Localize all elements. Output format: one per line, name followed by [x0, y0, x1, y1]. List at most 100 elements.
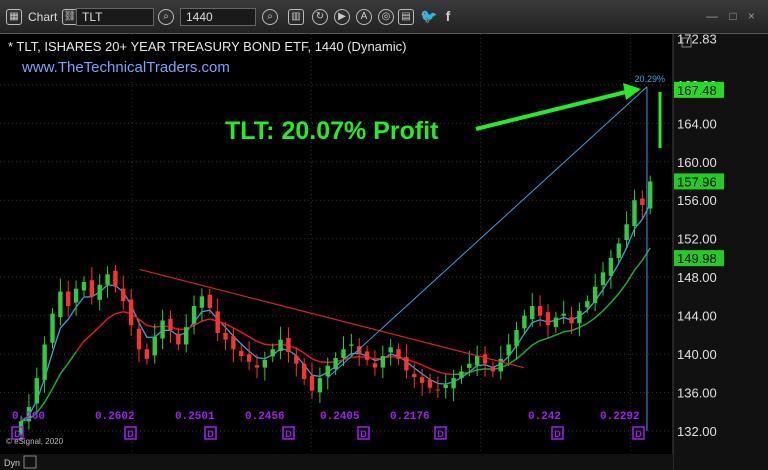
candle-body	[97, 284, 102, 300]
facebook-icon[interactable]: f	[445, 8, 451, 24]
candle-body	[160, 320, 165, 339]
candle	[608, 249, 614, 289]
price-badge-label: 157.96	[677, 174, 717, 189]
scroll-left-button[interactable]	[23, 455, 37, 469]
candle-body	[600, 272, 606, 286]
candle-body	[26, 406, 32, 422]
candle	[404, 344, 409, 379]
interval-input[interactable]	[180, 8, 256, 26]
play-icon[interactable]: ▶	[334, 9, 350, 25]
candle	[577, 302, 582, 337]
candle	[81, 276, 87, 297]
refresh-icon[interactable]: ↻	[312, 9, 328, 25]
candle-body	[577, 310, 582, 324]
candle	[561, 300, 566, 324]
candle-body	[239, 351, 244, 357]
candle	[207, 288, 212, 314]
candle	[223, 322, 228, 351]
alert-icon[interactable]: A	[356, 9, 372, 25]
price-badge-box	[674, 250, 724, 267]
candle-body	[18, 421, 24, 435]
candle	[152, 323, 157, 364]
indicator-marker-letter: D	[635, 429, 642, 439]
window-controls[interactable]: — □ ×	[706, 9, 759, 23]
candle	[191, 295, 197, 335]
price-badge: 157.96	[674, 173, 724, 190]
indicator-value-label: 0.260	[12, 411, 45, 423]
indicator-marker-letter: D	[207, 429, 214, 439]
candle-body	[585, 301, 590, 308]
candle	[215, 298, 220, 342]
chart-grid-icon[interactable]: ▦	[6, 9, 22, 25]
y-tick-label: 132.00	[677, 424, 717, 439]
candle-body	[73, 288, 79, 303]
candle	[301, 357, 307, 385]
candle	[73, 280, 79, 316]
symbol-input[interactable]	[76, 8, 154, 26]
candle	[537, 295, 543, 327]
clipboard-icon[interactable]: ▤	[398, 9, 414, 25]
grid	[0, 34, 673, 454]
candle-body	[254, 365, 260, 368]
candle-body	[380, 356, 386, 368]
candle	[66, 281, 71, 317]
candle	[380, 345, 386, 379]
price-badge: 149.98	[674, 250, 724, 267]
candle-body	[412, 373, 417, 378]
candle	[58, 278, 63, 326]
candle	[530, 293, 535, 328]
indicator-value-label: 0.2456	[245, 411, 285, 423]
range-line	[327, 86, 648, 379]
twitter-icon[interactable]: 🐦	[420, 8, 438, 24]
indicator-marker: D	[434, 426, 447, 440]
price-badge-label: 149.98	[677, 251, 717, 266]
candle	[419, 368, 425, 396]
symbol-search-icon[interactable]: ⌕	[158, 9, 174, 25]
candle	[254, 354, 260, 379]
indicator-marker: D	[357, 426, 370, 440]
candle-body	[592, 286, 598, 303]
candle-body	[474, 356, 480, 366]
candle	[26, 393, 32, 430]
candle	[474, 345, 480, 377]
candle-body	[136, 328, 142, 350]
candle-body	[553, 317, 559, 327]
candle-body	[89, 280, 95, 297]
indicator-marker-box	[282, 426, 295, 440]
price-badge: 167.48	[674, 81, 724, 98]
indicator-value-label: 0.2501	[175, 411, 215, 423]
candle	[600, 261, 606, 296]
target-icon[interactable]: ◎	[378, 9, 394, 25]
candle	[113, 265, 118, 293]
candle	[514, 321, 519, 360]
candle-body	[608, 257, 614, 276]
candle-body	[301, 363, 307, 380]
candle-body	[364, 351, 370, 360]
candle-body	[50, 313, 55, 343]
website-label[interactable]: www.TheTechnicalTraders.com	[21, 59, 230, 76]
indicator-marker-letter: D	[14, 429, 21, 439]
indicator-marker-box	[434, 426, 447, 440]
candle-body	[191, 306, 197, 324]
interval-search-icon[interactable]: ⌕	[262, 9, 278, 25]
candle	[498, 345, 503, 380]
candle-body	[506, 344, 511, 356]
indicator-value-label: 0.2176	[390, 411, 430, 423]
candle-body	[42, 344, 47, 380]
price-badge-label: 167.48	[677, 83, 717, 98]
window-restore-icon[interactable]	[681, 37, 692, 48]
candle-body	[443, 384, 448, 388]
indicator-value-label: 0.2602	[95, 411, 135, 423]
candle-body	[372, 363, 378, 368]
y-tick-label: 172.83	[677, 34, 717, 46]
bar-chart-icon[interactable]: ▥	[288, 9, 304, 25]
candle-body	[58, 291, 63, 318]
candle-body	[152, 336, 157, 356]
candle-body	[223, 332, 228, 340]
drawn-lines	[139, 86, 648, 431]
candle	[262, 351, 268, 381]
candle-body	[451, 378, 456, 389]
candle-body	[113, 270, 118, 287]
candle-body	[396, 349, 401, 359]
candle	[278, 326, 283, 360]
